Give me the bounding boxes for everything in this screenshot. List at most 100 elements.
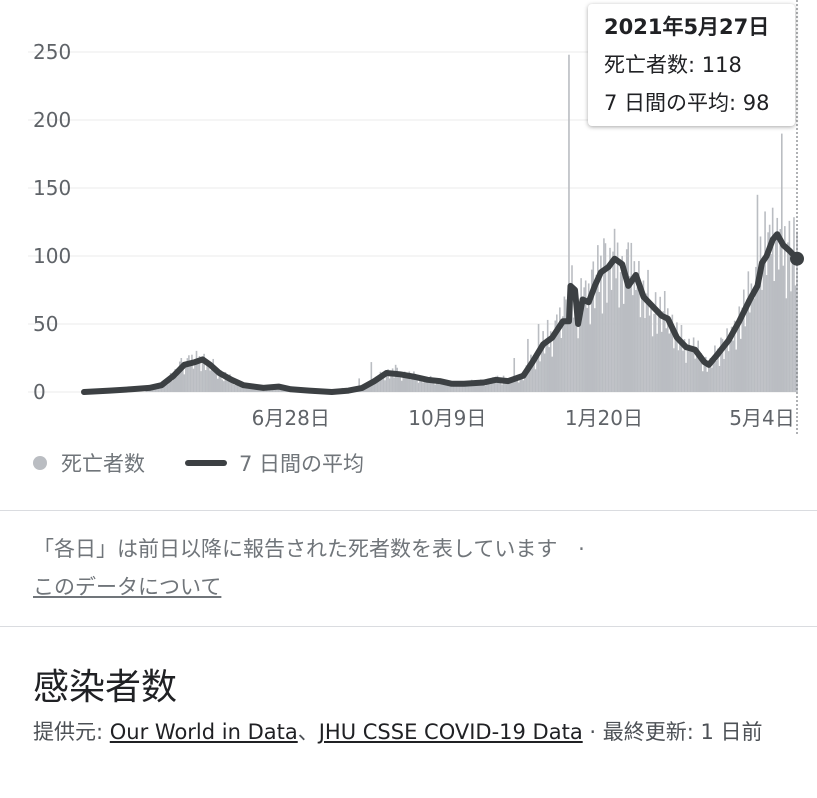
death-bar — [478, 382, 481, 392]
death-bar — [224, 371, 227, 392]
death-bar — [483, 381, 485, 392]
death-bar — [472, 385, 474, 392]
death-bar — [445, 381, 447, 392]
death-bar — [708, 364, 710, 392]
death-bar — [557, 328, 560, 392]
death-bar — [777, 269, 780, 392]
death-bar — [621, 256, 623, 392]
death-bar — [533, 355, 535, 392]
death-bar — [428, 379, 430, 392]
death-bar — [686, 350, 689, 392]
death-bar — [455, 386, 458, 392]
death-bar — [220, 369, 222, 392]
death-bar — [790, 291, 792, 392]
death-bar — [752, 290, 754, 392]
death-bar — [182, 362, 184, 392]
death-bar — [464, 384, 467, 392]
source-link-jhu[interactable]: JHU CSSE COVID-19 Data — [318, 720, 583, 744]
death-bar — [422, 382, 424, 392]
death-bar — [580, 278, 582, 392]
death-bar — [589, 324, 592, 392]
death-bar — [476, 384, 479, 392]
death-bar — [703, 364, 706, 392]
death-bar — [514, 380, 517, 392]
death-bar — [729, 333, 731, 392]
deaths-chart[interactable]: 0 50 100 150 200 250 6月28日 10月9日 1月20日 5月4日 — [0, 0, 817, 445]
death-bar — [677, 350, 680, 392]
death-bar — [595, 274, 598, 392]
death-bar — [163, 384, 166, 392]
death-bar — [441, 378, 444, 392]
death-bar — [774, 236, 777, 392]
death-bar — [607, 266, 610, 392]
death-bar — [563, 296, 566, 392]
death-bar — [551, 356, 554, 392]
death-bar — [610, 289, 613, 392]
death-bar — [619, 272, 622, 392]
death-bar — [467, 386, 470, 392]
death-bar — [191, 354, 193, 392]
death-bar — [495, 378, 497, 392]
death-bar — [794, 285, 797, 392]
death-bar — [452, 384, 455, 392]
death-bar — [510, 382, 512, 392]
death-bar — [250, 388, 253, 392]
death-bar — [192, 368, 195, 392]
death-bar — [379, 371, 382, 392]
death-bar — [172, 375, 175, 392]
death-bar — [701, 371, 704, 392]
death-bar — [721, 338, 724, 392]
death-bar — [639, 317, 642, 392]
death-bar — [530, 354, 532, 392]
death-bar — [399, 371, 402, 392]
death-bar — [448, 384, 450, 392]
death-bar — [499, 378, 502, 392]
death-bar — [554, 320, 557, 392]
death-bar — [761, 289, 763, 392]
death-bar — [648, 315, 651, 392]
death-bar — [552, 339, 555, 392]
death-bar — [195, 350, 198, 392]
death-bar — [548, 347, 550, 392]
source-link-owid[interactable]: Our World in Data — [109, 720, 298, 744]
y-tick-label: 150 — [33, 176, 71, 200]
death-bar — [638, 261, 640, 392]
death-bar — [586, 307, 589, 392]
death-bar — [400, 380, 403, 392]
death-bar — [437, 378, 440, 392]
death-bar — [645, 293, 648, 392]
death-bar — [168, 380, 170, 392]
death-bar — [723, 358, 725, 392]
death-bar — [572, 317, 575, 392]
death-bar — [642, 280, 645, 392]
death-bar — [676, 322, 678, 392]
death-bar — [683, 339, 686, 392]
chart-tooltip: 2021年5月27日 死亡者数: 118 7 日間の平均: 98 — [588, 4, 795, 126]
death-bar — [787, 242, 789, 392]
death-bar — [233, 384, 236, 392]
death-bar — [221, 379, 224, 392]
death-bar — [689, 351, 692, 392]
death-bar — [706, 371, 709, 392]
death-bar — [431, 381, 433, 392]
death-bar — [242, 386, 245, 392]
death-bar — [238, 385, 240, 392]
death-bar — [215, 367, 218, 392]
death-bar — [507, 381, 509, 392]
divider — [0, 626, 817, 627]
death-bar — [223, 381, 225, 392]
death-bar — [438, 384, 441, 392]
death-bar — [765, 275, 768, 392]
death-bar — [475, 380, 478, 392]
death-bar — [670, 329, 672, 392]
death-bar — [244, 386, 246, 392]
death-bar — [600, 255, 602, 392]
death-bar — [601, 313, 604, 392]
death-bar — [537, 324, 540, 392]
about-data-link[interactable]: このデータについて — [33, 575, 222, 599]
death-bar — [604, 243, 607, 392]
death-bar — [622, 303, 625, 392]
death-bar — [230, 381, 233, 392]
death-bar — [694, 358, 696, 392]
death-bar — [727, 351, 730, 392]
